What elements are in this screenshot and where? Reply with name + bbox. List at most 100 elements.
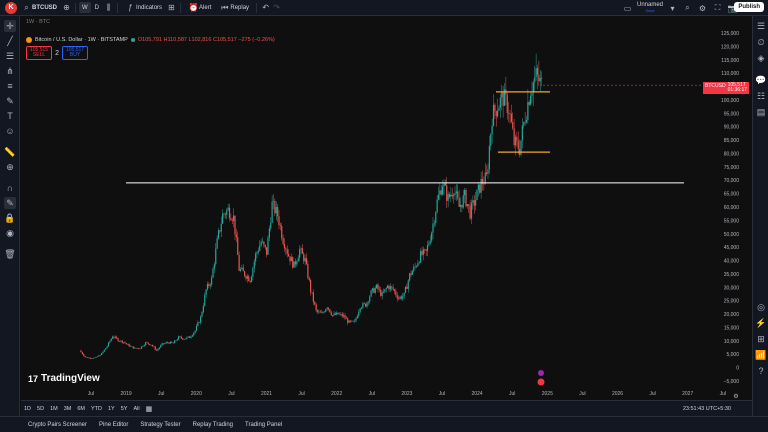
x-tick-label: Jul bbox=[369, 391, 375, 397]
candle-body bbox=[341, 313, 343, 317]
lock-icon[interactable]: 🔒 bbox=[4, 212, 16, 223]
help-icon[interactable]: ? bbox=[758, 366, 764, 376]
settings-icon[interactable]: ⚙ bbox=[698, 3, 707, 13]
alerts-clock-icon[interactable]: ⏲ bbox=[757, 36, 765, 47]
chart-pane[interactable]: 125,000120,000115,000110,000105,000100,0… bbox=[21, 17, 752, 400]
sell-label: SELL bbox=[32, 52, 46, 58]
symbol-label: BTCUSD bbox=[32, 4, 57, 11]
candle-body bbox=[506, 94, 508, 113]
pitchfork-icon[interactable]: ⋔ bbox=[6, 65, 14, 76]
publish-button[interactable]: Publish bbox=[734, 2, 764, 12]
eye-icon[interactable]: ◉ bbox=[6, 227, 14, 238]
watchlist-icon[interactable]: ☰ bbox=[756, 20, 766, 31]
range-1d[interactable]: 1D bbox=[24, 405, 32, 412]
tab-replay-trading[interactable]: Replay Trading bbox=[192, 421, 233, 428]
candle-body bbox=[406, 286, 408, 289]
buy-price: 105,517 bbox=[65, 47, 85, 53]
crosshair-icon[interactable]: ✛ bbox=[4, 20, 16, 32]
undo-icon[interactable]: ↶ bbox=[262, 3, 269, 12]
layers-icon[interactable]: ◈ bbox=[757, 52, 765, 63]
zoom-icon[interactable]: ⊕ bbox=[6, 161, 14, 172]
candle-body bbox=[278, 216, 280, 226]
templates-icon[interactable]: ⊞ bbox=[168, 3, 175, 12]
tab-pine-editor[interactable]: Pine Editor bbox=[99, 421, 129, 428]
range-1m[interactable]: 1M bbox=[50, 405, 58, 412]
replay-button[interactable]: ⏮ Replay bbox=[215, 0, 253, 16]
range-1y[interactable]: 1Y bbox=[107, 405, 115, 412]
trend-line-icon[interactable]: ╱ bbox=[7, 35, 13, 46]
layout-name-button[interactable]: Unnamed Save bbox=[637, 2, 663, 14]
price-chart[interactable]: 125,000120,000115,000110,000105,000100,0… bbox=[21, 17, 752, 400]
trash-icon[interactable]: 🗑 bbox=[4, 248, 16, 259]
add-symbol-icon[interactable]: ⊕ bbox=[63, 3, 70, 12]
candle-body bbox=[503, 89, 506, 106]
candle-body bbox=[480, 178, 482, 193]
candle-body bbox=[283, 244, 286, 249]
range-5y[interactable]: 5Y bbox=[120, 405, 128, 412]
emoji-icon[interactable]: ☺ bbox=[5, 126, 15, 136]
candle-body bbox=[134, 347, 136, 349]
fib-icon[interactable]: ≡ bbox=[7, 81, 13, 91]
candle-body bbox=[362, 303, 364, 308]
tab-strategy-tester[interactable]: Strategy Tester bbox=[140, 421, 181, 428]
chart-type-icon[interactable]: ⫼ bbox=[106, 2, 111, 12]
candle-body bbox=[411, 271, 413, 275]
chevron-down-icon[interactable]: ▾ bbox=[670, 3, 675, 13]
symbol-search[interactable]: ⌕ BTCUSD bbox=[17, 0, 61, 16]
candle-body bbox=[160, 345, 162, 348]
candle-body bbox=[271, 201, 273, 223]
range-3m[interactable]: 3M bbox=[63, 405, 72, 412]
clock[interactable]: 23:51:43 UTC+5:30 bbox=[682, 405, 731, 412]
alert-button[interactable]: ⏰ Alert bbox=[184, 0, 215, 16]
ruler-icon[interactable]: 📏 bbox=[4, 146, 16, 157]
candle-body bbox=[179, 336, 181, 337]
ideas-icon[interactable]: ☷ bbox=[756, 90, 766, 101]
candle-body bbox=[385, 287, 387, 290]
horizontal-lines-icon[interactable]: ☰ bbox=[5, 50, 15, 61]
redo-icon[interactable]: ↷ bbox=[273, 3, 280, 12]
snapshot-icon[interactable]: 📷 bbox=[727, 3, 738, 13]
interval-daily-button[interactable]: D bbox=[94, 4, 100, 11]
range-ytd[interactable]: YTD bbox=[90, 405, 102, 412]
ohlc-values: O105,791 H110,587 L102,816 C105,517 −275… bbox=[137, 37, 275, 43]
candle-body bbox=[459, 204, 462, 207]
x-tick-label: 2026 bbox=[612, 391, 623, 397]
candle-body bbox=[316, 310, 319, 312]
pulse-icon[interactable]: ⚡ bbox=[755, 317, 767, 328]
alert-label: Alert bbox=[199, 4, 212, 11]
candle-body bbox=[429, 240, 431, 244]
text-icon[interactable]: T bbox=[7, 111, 13, 121]
magnet-icon[interactable]: ∩ bbox=[6, 183, 14, 193]
range-all[interactable]: All bbox=[133, 405, 140, 412]
sell-button[interactable]: 105,515 SELL bbox=[26, 46, 53, 60]
candle-body bbox=[494, 104, 496, 112]
user-avatar[interactable]: K bbox=[5, 1, 17, 14]
target-icon[interactable]: ◎ bbox=[757, 301, 765, 312]
brush-icon[interactable]: ✎ bbox=[6, 95, 14, 106]
candle-body bbox=[124, 342, 126, 344]
range-6m[interactable]: 6M bbox=[77, 405, 85, 412]
interval-weekly-button[interactable]: W bbox=[79, 2, 91, 13]
grid-icon[interactable]: ⊞ bbox=[757, 333, 765, 344]
tab-trading-panel[interactable]: Trading Panel bbox=[245, 421, 283, 428]
indicators-button[interactable]: ƒ Indicators bbox=[121, 0, 166, 16]
chat-icon[interactable]: 💬 bbox=[755, 74, 767, 85]
x-tick-label: 2022 bbox=[331, 391, 342, 397]
candle-body bbox=[334, 313, 336, 315]
buy-button[interactable]: 105,517 BUY bbox=[61, 46, 89, 60]
candle-body bbox=[204, 295, 206, 306]
candle-body bbox=[322, 312, 324, 313]
candle-body bbox=[292, 257, 294, 268]
signal-icon[interactable]: 📶 bbox=[755, 349, 767, 360]
tab-crypto-screener[interactable]: Crypto Pairs Screener bbox=[28, 421, 88, 428]
calendar-icon[interactable]: ▤ bbox=[756, 106, 766, 117]
range-5d[interactable]: 5D bbox=[37, 405, 45, 412]
candle-body bbox=[376, 284, 378, 289]
pencil-icon[interactable]: ✎ bbox=[4, 197, 16, 209]
candle-body bbox=[235, 234, 237, 238]
layout-select-icon[interactable]: ▭ bbox=[623, 3, 632, 13]
goto-date-icon[interactable]: ▦ bbox=[145, 405, 153, 413]
quick-search-icon[interactable]: ⌕ bbox=[685, 3, 690, 12]
candle-body bbox=[310, 280, 312, 293]
fullscreen-icon[interactable]: ⛶ bbox=[714, 3, 721, 12]
